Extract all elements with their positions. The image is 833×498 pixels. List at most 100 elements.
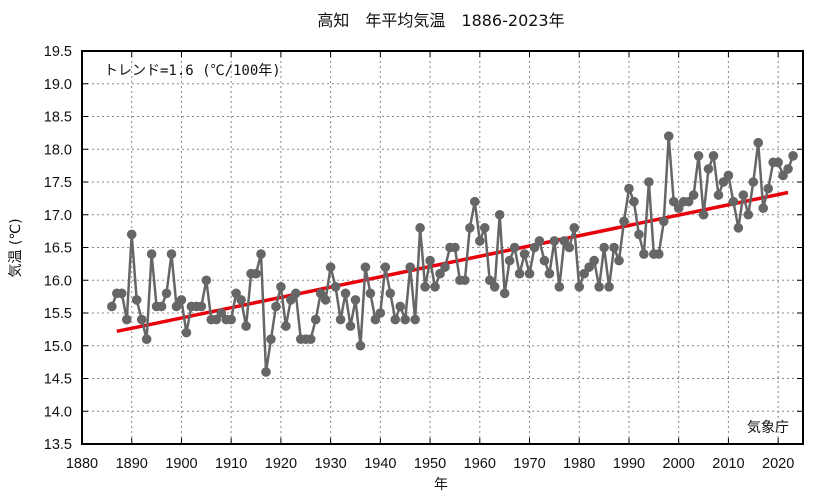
data-point bbox=[723, 170, 734, 181]
series-layer bbox=[107, 131, 798, 377]
data-point bbox=[604, 282, 614, 292]
data-point bbox=[499, 288, 510, 299]
chart-title: 高知 年平均気温 1886-2023年 bbox=[317, 11, 564, 30]
data-point bbox=[385, 288, 396, 299]
x-tick-label: 1950 bbox=[414, 456, 446, 472]
data-point bbox=[266, 334, 276, 345]
y-tick-label: 16.0 bbox=[44, 273, 72, 289]
data-point bbox=[489, 282, 500, 292]
trend-line bbox=[116, 190, 789, 334]
data-point bbox=[524, 268, 535, 279]
data-point bbox=[624, 183, 634, 194]
data-point bbox=[644, 177, 654, 187]
data-point bbox=[156, 301, 167, 312]
data-point bbox=[136, 314, 147, 325]
data-point bbox=[310, 314, 321, 325]
y-tick-label: 15.0 bbox=[44, 339, 72, 355]
y-tick-label: 14.0 bbox=[44, 404, 72, 420]
data-point bbox=[663, 131, 674, 141]
data-point bbox=[748, 177, 759, 187]
data-point bbox=[161, 288, 172, 299]
y-tick-label: 19.0 bbox=[44, 77, 72, 93]
data-point bbox=[340, 288, 351, 299]
data-point bbox=[405, 262, 415, 272]
data-point bbox=[325, 262, 336, 272]
data-point bbox=[281, 321, 291, 331]
data-point bbox=[116, 288, 127, 299]
data-point bbox=[355, 340, 366, 351]
data-point bbox=[668, 196, 679, 207]
data-point bbox=[743, 209, 754, 220]
data-point bbox=[639, 249, 649, 259]
trend-annotation: トレンド=1.6 (℃/100年) bbox=[104, 63, 281, 79]
data-point bbox=[619, 216, 629, 227]
data-point bbox=[504, 255, 515, 266]
y-tick-label: 19.5 bbox=[44, 44, 72, 60]
data-point bbox=[320, 295, 331, 305]
x-tick-label: 1900 bbox=[165, 456, 197, 472]
data-point bbox=[450, 242, 460, 253]
data-point bbox=[131, 295, 142, 305]
x-axis-title: 年 bbox=[434, 477, 448, 493]
data-point bbox=[305, 334, 316, 345]
data-point bbox=[688, 190, 699, 200]
grid bbox=[82, 51, 803, 444]
data-point bbox=[713, 190, 724, 200]
data-point bbox=[261, 367, 271, 377]
x-tick-label: 1960 bbox=[464, 456, 496, 472]
data-point bbox=[425, 255, 435, 266]
x-tick-label: 1940 bbox=[364, 456, 396, 472]
data-point bbox=[778, 170, 788, 181]
data-point bbox=[241, 321, 251, 331]
data-point bbox=[579, 268, 590, 279]
y-tick-label: 15.5 bbox=[44, 306, 72, 322]
y-tick-label: 17.0 bbox=[44, 208, 72, 224]
data-point bbox=[465, 223, 475, 233]
data-point bbox=[430, 282, 440, 292]
data-point bbox=[514, 268, 525, 279]
data-point bbox=[171, 301, 182, 312]
x-tick-label: 1880 bbox=[66, 456, 98, 472]
x-tick-label: 1920 bbox=[265, 456, 297, 472]
data-point bbox=[435, 268, 445, 279]
data-point bbox=[470, 196, 480, 207]
data-point bbox=[291, 288, 301, 299]
data-point bbox=[166, 249, 177, 259]
data-point bbox=[479, 223, 490, 233]
data-point bbox=[395, 301, 406, 312]
data-point bbox=[410, 314, 420, 325]
y-tick-label: 14.5 bbox=[44, 372, 72, 388]
data-point bbox=[634, 229, 644, 240]
data-point bbox=[420, 282, 430, 292]
data-point bbox=[534, 236, 545, 246]
data-point bbox=[708, 151, 719, 161]
y-tick-label: 17.5 bbox=[44, 175, 72, 191]
data-point bbox=[141, 334, 152, 345]
data-point bbox=[529, 242, 540, 253]
data-point bbox=[574, 282, 585, 292]
data-point bbox=[315, 288, 326, 299]
data-point bbox=[788, 151, 798, 161]
data-point bbox=[286, 295, 296, 305]
data-point bbox=[738, 190, 749, 200]
data-point bbox=[773, 157, 783, 168]
data-point bbox=[146, 249, 157, 259]
data-point bbox=[544, 268, 555, 279]
data-point bbox=[400, 314, 411, 325]
data-point bbox=[554, 282, 565, 292]
data-point bbox=[693, 151, 704, 161]
trend-layer bbox=[116, 190, 789, 334]
y-tick-label: 18.0 bbox=[44, 142, 72, 158]
data-point bbox=[375, 308, 386, 318]
data-point bbox=[783, 164, 793, 174]
data-point bbox=[614, 255, 624, 266]
data-point bbox=[569, 223, 580, 233]
x-tick-label: 1990 bbox=[613, 456, 645, 472]
x-tick-label: 1910 bbox=[215, 456, 247, 472]
y-tick-label: 18.5 bbox=[44, 110, 72, 126]
data-point bbox=[350, 295, 361, 305]
data-point bbox=[360, 262, 371, 272]
data-point bbox=[216, 308, 227, 318]
credit-label: 気象庁 bbox=[747, 420, 789, 436]
data-point bbox=[390, 314, 401, 325]
